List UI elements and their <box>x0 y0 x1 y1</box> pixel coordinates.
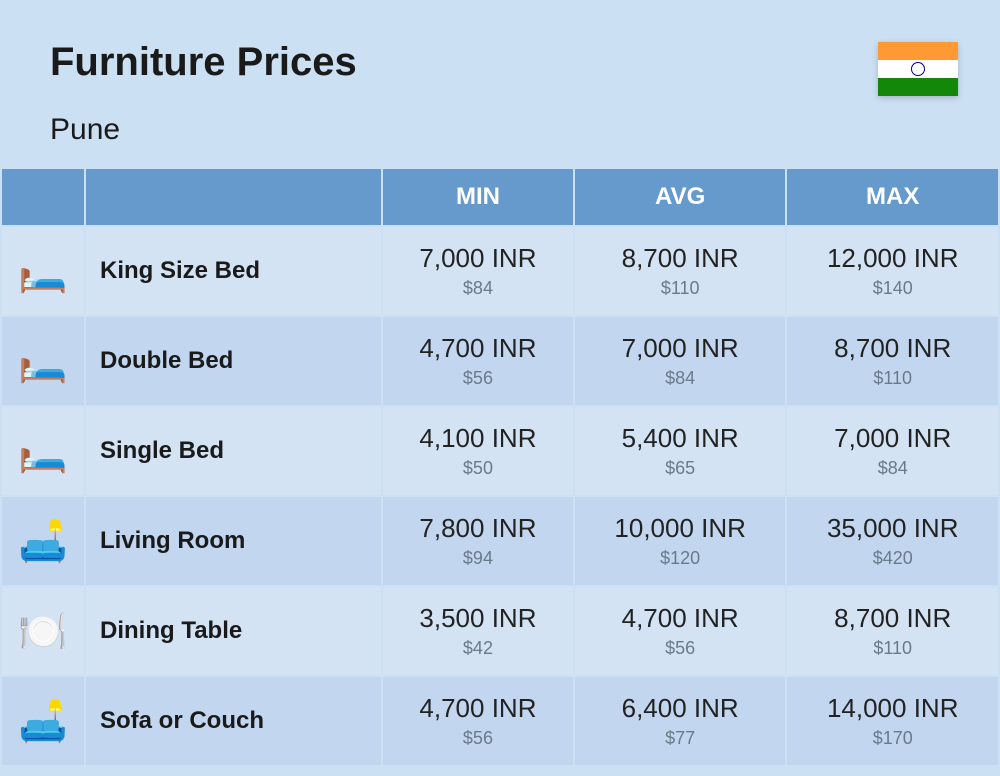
price-usd: $110 <box>583 278 778 299</box>
item-name: Dining Table <box>86 587 381 675</box>
table-row: 🛏️ King Size Bed 7,000 INR $84 8,700 INR… <box>2 227 998 315</box>
price-usd: $120 <box>583 548 778 569</box>
price-usd: $56 <box>391 728 565 749</box>
price-usd: $50 <box>391 458 565 479</box>
table-row: 🍽️ Dining Table 3,500 INR $42 4,700 INR … <box>2 587 998 675</box>
item-name: King Size Bed <box>86 227 381 315</box>
price-max: 8,700 INR $110 <box>787 317 998 405</box>
price-avg: 4,700 INR $56 <box>575 587 786 675</box>
price-min: 3,500 INR $42 <box>383 587 573 675</box>
table-row: 🛏️ Double Bed 4,700 INR $56 7,000 INR $8… <box>2 317 998 405</box>
price-usd: $94 <box>391 548 565 569</box>
price-usd: $110 <box>795 638 990 659</box>
price-inr: 4,100 INR <box>391 423 565 454</box>
item-icon: 🍽️ <box>2 587 84 675</box>
price-avg: 5,400 INR $65 <box>575 407 786 495</box>
price-inr: 10,000 INR <box>583 513 778 544</box>
price-inr: 3,500 INR <box>391 603 565 634</box>
price-usd: $84 <box>391 278 565 299</box>
col-icon <box>2 169 84 225</box>
price-max: 12,000 INR $140 <box>787 227 998 315</box>
price-inr: 4,700 INR <box>583 603 778 634</box>
item-name: Single Bed <box>86 407 381 495</box>
price-avg: 10,000 INR $120 <box>575 497 786 585</box>
price-inr: 7,000 INR <box>795 423 990 454</box>
price-usd: $56 <box>391 368 565 389</box>
price-inr: 14,000 INR <box>795 693 990 724</box>
price-inr: 35,000 INR <box>795 513 990 544</box>
price-usd: $420 <box>795 548 990 569</box>
item-name: Double Bed <box>86 317 381 405</box>
price-usd: $110 <box>795 368 990 389</box>
price-min: 4,700 INR $56 <box>383 317 573 405</box>
price-inr: 7,000 INR <box>391 243 565 274</box>
item-icon: 🛋️ <box>2 677 84 765</box>
price-inr: 5,400 INR <box>583 423 778 454</box>
price-inr: 8,700 INR <box>795 603 990 634</box>
price-table: MIN AVG MAX 🛏️ King Size Bed 7,000 INR $… <box>0 167 1000 767</box>
price-usd: $84 <box>583 368 778 389</box>
price-min: 7,800 INR $94 <box>383 497 573 585</box>
price-usd: $42 <box>391 638 565 659</box>
price-usd: $65 <box>583 458 778 479</box>
price-usd: $140 <box>795 278 990 299</box>
price-inr: 4,700 INR <box>391 693 565 724</box>
page-subtitle: Pune <box>50 113 950 147</box>
table-row: 🛏️ Single Bed 4,100 INR $50 5,400 INR $6… <box>2 407 998 495</box>
price-min: 4,100 INR $50 <box>383 407 573 495</box>
price-inr: 7,800 INR <box>391 513 565 544</box>
item-icon: 🛏️ <box>2 407 84 495</box>
price-inr: 8,700 INR <box>583 243 778 274</box>
item-icon: 🛋️ <box>2 497 84 585</box>
price-max: 14,000 INR $170 <box>787 677 998 765</box>
col-max: MAX <box>787 169 998 225</box>
price-inr: 4,700 INR <box>391 333 565 364</box>
item-icon: 🛏️ <box>2 317 84 405</box>
price-usd: $56 <box>583 638 778 659</box>
col-avg: AVG <box>575 169 786 225</box>
page-title: Furniture Prices <box>50 40 950 85</box>
item-name: Living Room <box>86 497 381 585</box>
price-max: 7,000 INR $84 <box>787 407 998 495</box>
table-row: 🛋️ Living Room 7,800 INR $94 10,000 INR … <box>2 497 998 585</box>
price-max: 8,700 INR $110 <box>787 587 998 675</box>
col-min: MIN <box>383 169 573 225</box>
price-min: 7,000 INR $84 <box>383 227 573 315</box>
india-flag-icon <box>878 42 958 96</box>
price-usd: $77 <box>583 728 778 749</box>
item-name: Sofa or Couch <box>86 677 381 765</box>
price-avg: 8,700 INR $110 <box>575 227 786 315</box>
price-inr: 6,400 INR <box>583 693 778 724</box>
price-usd: $84 <box>795 458 990 479</box>
price-min: 4,700 INR $56 <box>383 677 573 765</box>
price-inr: 12,000 INR <box>795 243 990 274</box>
price-usd: $170 <box>795 728 990 749</box>
header: Furniture Prices Pune <box>0 0 1000 167</box>
price-inr: 8,700 INR <box>795 333 990 364</box>
table-row: 🛋️ Sofa or Couch 4,700 INR $56 6,400 INR… <box>2 677 998 765</box>
col-name <box>86 169 381 225</box>
table-header-row: MIN AVG MAX <box>2 169 998 225</box>
price-max: 35,000 INR $420 <box>787 497 998 585</box>
price-avg: 7,000 INR $84 <box>575 317 786 405</box>
item-icon: 🛏️ <box>2 227 84 315</box>
price-inr: 7,000 INR <box>583 333 778 364</box>
price-avg: 6,400 INR $77 <box>575 677 786 765</box>
